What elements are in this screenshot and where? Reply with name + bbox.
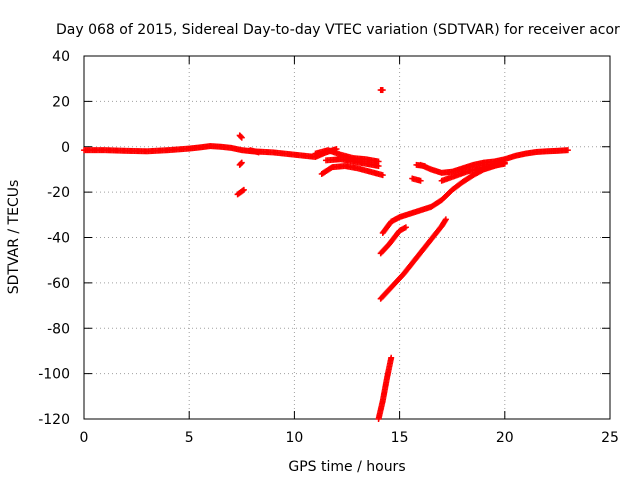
x-tick-label: 5 [185,430,194,446]
y-tick-label: 20 [52,94,70,110]
y-tick-label: -120 [38,412,70,428]
data-point [255,149,262,156]
y-axis-title: SDTVAR / TECUs [6,180,22,295]
grid-lines [84,56,610,419]
y-tick-label: -60 [47,276,70,292]
data-point [388,354,395,361]
data-point [379,172,386,179]
data-point [239,187,246,194]
data-point [501,160,508,167]
data-point [238,159,245,166]
data-point [417,177,424,184]
axis-ticks: 0 5 10 15 20 25 40 20 0 -20 -40 -60 -80 -100 -120 [38,49,619,446]
chart-title: Day 068 of 2015, Sidereal Day-to-day VTE… [56,22,620,38]
y-tick-label: -80 [47,321,70,337]
x-tick-label: 0 [80,430,89,446]
x-tick-label: 15 [391,430,409,446]
data-point [375,163,382,170]
x-tick-label: 10 [285,430,303,446]
y-tick-label: 0 [61,140,70,156]
data-points [81,87,571,422]
y-tick-label: -100 [38,367,70,383]
x-axis-title: GPS time / hours [288,459,405,475]
data-point [442,216,449,223]
y-tick-label: -20 [47,185,70,201]
x-tick-label: 20 [496,430,514,446]
y-tick-label: 40 [52,49,70,65]
data-point [402,224,409,231]
data-point [379,87,386,94]
data-point [240,186,247,193]
plot-frame [83,55,611,420]
data-point [564,147,571,154]
data-point [238,134,245,141]
y-tick-label: -40 [47,231,70,247]
x-tick-label: 25 [601,430,619,446]
